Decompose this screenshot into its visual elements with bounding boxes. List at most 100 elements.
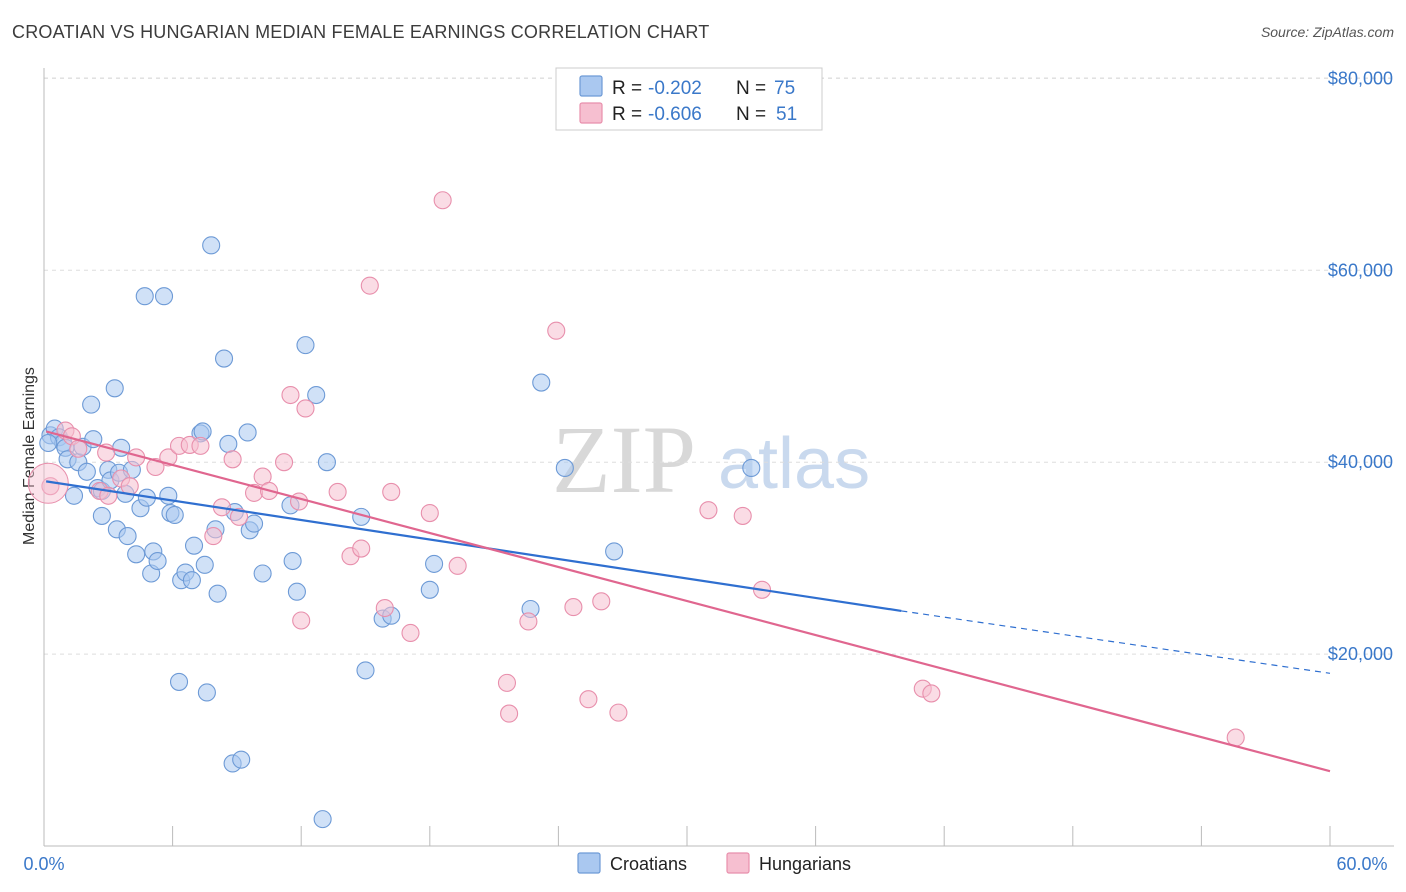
y-tick-label: $40,000 bbox=[1328, 452, 1393, 472]
hungarian-point bbox=[592, 592, 611, 611]
x-ticks bbox=[43, 826, 1331, 846]
trend-line-croatians bbox=[45, 480, 902, 613]
croatian-point bbox=[127, 545, 146, 564]
legend-swatch-croatians bbox=[579, 75, 603, 97]
croatian-point bbox=[555, 458, 574, 477]
hungarian-point bbox=[146, 457, 165, 477]
y-tick-label: $60,000 bbox=[1328, 260, 1393, 280]
legend-r-value-hungarians: -0.606 bbox=[648, 104, 702, 125]
croatian-point bbox=[92, 506, 111, 525]
croatian-point bbox=[253, 564, 272, 583]
hungarian-point bbox=[519, 612, 538, 631]
croatian-point bbox=[39, 433, 58, 453]
hungarian-point bbox=[500, 704, 519, 723]
x-tick-label-max: 60.0% bbox=[1336, 854, 1387, 874]
gridlines bbox=[44, 77, 1394, 655]
hungarian-point bbox=[547, 321, 566, 340]
hungarian-point bbox=[420, 503, 439, 523]
hungarian-point bbox=[401, 623, 420, 643]
croatian-point bbox=[307, 385, 326, 405]
chart-title: CROATIAN VS HUNGARIAN MEDIAN FEMALE EARN… bbox=[12, 22, 710, 42]
hungarian-point bbox=[564, 598, 583, 617]
croatian-point bbox=[82, 395, 101, 414]
croatian-point bbox=[154, 287, 174, 306]
croatian-point bbox=[232, 750, 251, 769]
croatian-point bbox=[605, 542, 624, 561]
croatian-point bbox=[195, 555, 214, 574]
croatian-point bbox=[202, 236, 221, 255]
croatian-point bbox=[64, 486, 84, 505]
hungarian-point bbox=[204, 527, 223, 546]
croatian-point bbox=[135, 287, 154, 306]
hungarian-point bbox=[292, 611, 311, 630]
hungarian-point bbox=[27, 462, 69, 504]
hungarian-point bbox=[275, 453, 294, 472]
hungarian-point bbox=[69, 439, 88, 458]
croatian-point bbox=[214, 349, 234, 368]
y-tick-label: $20,000 bbox=[1328, 644, 1393, 664]
legend-r-value-croatians: -0.202 bbox=[648, 78, 702, 99]
x-tick-label-min: 0.0% bbox=[23, 854, 64, 874]
hungarian-point bbox=[352, 539, 371, 558]
croatian-point bbox=[425, 554, 444, 573]
croatian-point bbox=[182, 571, 201, 590]
croatian-point bbox=[105, 379, 124, 398]
croatian-point bbox=[287, 582, 306, 601]
hungarian-point bbox=[229, 507, 249, 526]
y-tick-label: $80,000 bbox=[1328, 68, 1393, 88]
bottom-legend-label-croatians: Croatians bbox=[610, 854, 687, 874]
hungarian-point bbox=[328, 482, 347, 501]
hungarian-point bbox=[699, 501, 718, 520]
series-croatians bbox=[39, 236, 761, 829]
legend-n-value-hungarians: 51 bbox=[776, 104, 797, 125]
croatian-point bbox=[356, 661, 375, 680]
bottom-legend-label-hungarians: Hungarians bbox=[759, 854, 851, 874]
legend-n-value-croatians: 75 bbox=[774, 78, 795, 99]
hungarian-point bbox=[448, 556, 467, 575]
hungarian-point bbox=[360, 276, 379, 295]
legend-swatch-hungarians bbox=[579, 102, 603, 124]
hungarian-point bbox=[281, 385, 300, 405]
hungarian-point bbox=[922, 684, 941, 703]
legend: R = -0.202 N = 75 R = -0.606 N = 51 bbox=[555, 67, 823, 131]
legend-n-label-croatians: N = bbox=[736, 78, 766, 99]
croatian-point bbox=[742, 458, 761, 477]
croatian-point bbox=[296, 336, 315, 355]
croatian-point bbox=[238, 423, 257, 442]
croatian-point bbox=[148, 551, 167, 571]
legend-r-label-hungarians: R = bbox=[612, 104, 642, 125]
croatian-point bbox=[532, 373, 551, 392]
bottom-legend-swatch-croatians bbox=[577, 852, 601, 874]
trend-line-croatians-extension bbox=[901, 610, 1331, 674]
croatian-point bbox=[77, 462, 96, 481]
croatian-point bbox=[317, 453, 336, 472]
croatian-point bbox=[420, 580, 439, 599]
croatian-point bbox=[184, 536, 204, 555]
hungarian-point bbox=[375, 598, 394, 618]
croatian-point bbox=[219, 434, 238, 454]
hungarian-point bbox=[609, 703, 628, 722]
hungarian-point bbox=[191, 436, 210, 455]
y-tick-labels: $20,000 $40,000 $60,000 $80,000 bbox=[1328, 68, 1393, 664]
watermark-zip: ZIP bbox=[552, 406, 696, 513]
trend-line-hungarians bbox=[45, 430, 1331, 773]
bottom-legend: Croatians Hungarians bbox=[577, 852, 851, 874]
hungarian-point bbox=[223, 450, 242, 469]
hungarian-point bbox=[497, 673, 517, 692]
watermark-atlas: atlas bbox=[718, 424, 870, 504]
y-axis-title: Median Female Earnings bbox=[21, 367, 38, 545]
hungarian-point bbox=[290, 492, 309, 511]
croatian-point bbox=[165, 505, 184, 525]
axes bbox=[43, 68, 1394, 847]
croatian-point bbox=[118, 527, 137, 546]
bottom-legend-swatch-hungarians bbox=[726, 852, 750, 874]
croatian-point bbox=[283, 551, 302, 571]
legend-n-label-hungarians: N = bbox=[736, 104, 766, 125]
croatian-point bbox=[208, 584, 227, 603]
hungarian-point bbox=[733, 506, 752, 525]
hungarian-point bbox=[296, 399, 315, 418]
croatian-point bbox=[197, 683, 216, 702]
trend-lines bbox=[45, 430, 1331, 773]
croatian-point bbox=[313, 810, 332, 829]
